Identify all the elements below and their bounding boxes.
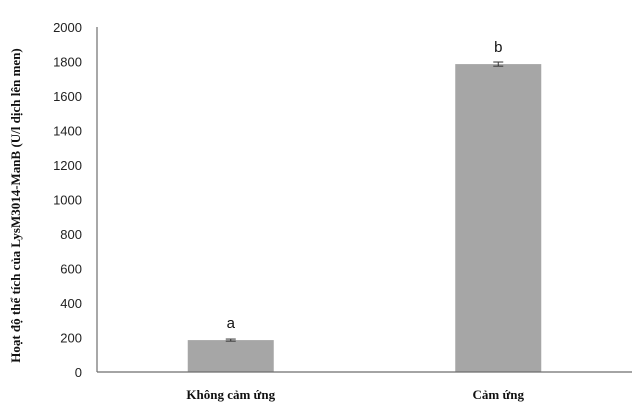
y-tick-label: 0 bbox=[75, 365, 82, 380]
axes-group bbox=[96, 27, 632, 373]
y-axis-title: Hoạt độ thể tích của LysM3014-ManB (U/l … bbox=[8, 48, 23, 363]
y-tick-label: 2000 bbox=[53, 20, 82, 35]
y-axis-ticks: 0 200 400 600 800 1000 1200 1400 1600 1800 2000 bbox=[53, 20, 82, 380]
y-tick-label: 1000 bbox=[53, 193, 82, 208]
bar-1 bbox=[187, 340, 274, 372]
x-category-label-2: Cảm ứng bbox=[473, 387, 525, 402]
y-tick-label: 1400 bbox=[53, 124, 82, 139]
y-tick-label: 600 bbox=[60, 262, 82, 277]
bar-2 bbox=[455, 64, 542, 373]
y-tick-label: 800 bbox=[60, 227, 82, 242]
y-tick-label: 200 bbox=[60, 331, 82, 346]
x-category-label-1: Không cảm ứng bbox=[186, 387, 275, 402]
y-tick-label: 1600 bbox=[53, 89, 82, 104]
y-tick-label: 1200 bbox=[53, 158, 82, 173]
y-tick-label: 1800 bbox=[53, 55, 82, 70]
category-labels: Không cảm ứng Cảm ứng bbox=[186, 387, 524, 402]
bar-label-2: b bbox=[494, 39, 502, 56]
bars-group: ab bbox=[187, 39, 542, 373]
y-tick-label: 400 bbox=[60, 296, 82, 311]
y-axis-title-group: Hoạt độ thể tích của LysM3014-ManB (U/l … bbox=[8, 48, 23, 363]
bar-label-1: a bbox=[227, 315, 236, 332]
